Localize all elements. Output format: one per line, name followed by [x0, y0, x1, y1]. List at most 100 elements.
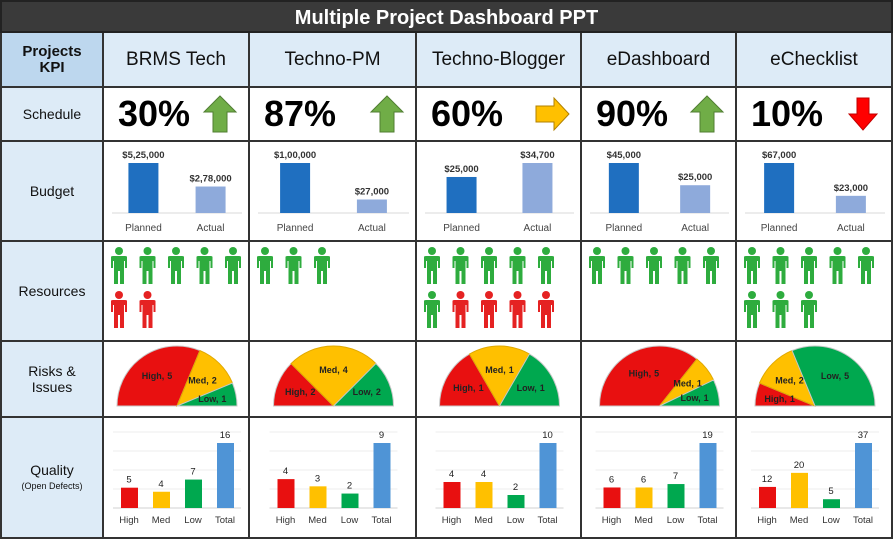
resources-cell — [582, 242, 737, 342]
arrow-shape — [689, 95, 725, 133]
arrow-shape — [202, 95, 238, 133]
risk-label-name: Med, — [485, 365, 506, 375]
person-body — [111, 300, 127, 328]
person-head — [862, 247, 870, 255]
schedule-cell: 10% — [737, 88, 893, 142]
risk-slice-low — [176, 382, 238, 407]
person-head — [707, 247, 715, 255]
risk-label-name: Med, — [319, 365, 340, 375]
project-header: eChecklist — [737, 33, 893, 88]
quality-category-label: Total — [697, 515, 717, 526]
quality-value: 4 — [449, 469, 454, 480]
risk-label-low: Low, 1 — [198, 394, 226, 404]
risk-label-high: High, 2 — [285, 387, 316, 397]
row-risks-label: Risks & — [28, 363, 76, 379]
row-risks-label: Issues — [31, 379, 73, 395]
risk-label-name: High, — [764, 394, 787, 404]
person-head — [115, 247, 123, 255]
quality-category-label: Low — [507, 515, 525, 526]
person-head — [621, 247, 630, 255]
resources-cell — [417, 242, 582, 342]
row-resources-label: Resources — [18, 283, 86, 299]
quality-value: 4 — [283, 466, 288, 477]
quality-value: 4 — [481, 469, 486, 480]
budget-chart-cell: $5,25,000 Planned $2,78,000 Actual — [104, 142, 250, 242]
resources-cell — [737, 242, 893, 342]
resources-chart — [257, 247, 330, 284]
risk-label-name: High, — [142, 371, 165, 381]
quality-chart: 4 High 3 Med 2 Low 9 Total — [269, 430, 398, 526]
risk-value-high: 1 — [790, 394, 795, 404]
person-icon-available — [168, 247, 184, 284]
risk-value-med: 1 — [697, 379, 702, 389]
resources-chart — [424, 247, 554, 328]
risk-label-name: Low, — [517, 383, 537, 393]
quality-chart: 5 High 4 Med 7 Low 16 Total — [113, 430, 241, 526]
quality-category-label: Med — [152, 515, 170, 526]
quality-chart: 6 High 6 Med 7 Low 19 Total — [595, 430, 724, 526]
person-icon-unavailable — [538, 291, 554, 328]
risk-value-low: 1 — [221, 394, 226, 404]
schedule-percent: 10% — [751, 93, 824, 134]
person-head — [678, 247, 687, 255]
person-body — [801, 300, 817, 328]
budget-value-planned: $45,000 — [607, 150, 641, 161]
quality-bar-high — [603, 487, 621, 508]
quality-bar-total — [373, 443, 391, 508]
budget-bar-actual — [522, 163, 553, 213]
person-icon-available — [285, 247, 302, 284]
quality-bar-low — [667, 484, 685, 508]
person-icon-available — [829, 247, 846, 284]
person-body — [646, 256, 662, 284]
person-head — [833, 247, 842, 255]
kpi-header: Projects KPI — [0, 33, 104, 88]
person-icon-unavailable — [139, 291, 156, 328]
quality-bar-low — [507, 495, 525, 508]
risk-label-med: Med, 2 — [188, 376, 217, 386]
person-head — [428, 291, 436, 299]
person-body — [744, 256, 760, 284]
quality-bar-med — [309, 486, 327, 508]
person-icon-available — [617, 247, 634, 284]
risks-cell: High, 1 Med, 1 Low, 1 — [417, 342, 582, 418]
person-head — [776, 291, 785, 299]
risk-value-low: 5 — [844, 371, 849, 381]
person-icon-available — [744, 291, 760, 328]
risk-slice-low — [659, 379, 721, 407]
quality-value: 16 — [220, 430, 231, 441]
up-arrow-icon — [202, 95, 238, 133]
quality-bar-med — [153, 491, 170, 508]
budget-label-planned: Planned — [605, 223, 642, 234]
person-head — [650, 247, 658, 255]
quality-category-label: Total — [215, 515, 235, 526]
person-head — [456, 247, 465, 255]
risk-label-name: Med, — [188, 376, 209, 386]
budget-label-actual: Actual — [358, 223, 386, 234]
person-body — [424, 300, 440, 328]
risk-value-high: 2 — [310, 387, 315, 397]
budget-value-planned: $25,000 — [444, 164, 478, 175]
budget-label-planned: Planned — [761, 223, 798, 234]
risk-slice-high — [598, 345, 698, 407]
risk-label-name: Med, — [775, 376, 796, 386]
quality-category-label: High — [602, 515, 622, 526]
person-head — [485, 247, 493, 255]
quality-bar-low — [823, 499, 840, 508]
risk-slice-low — [791, 345, 876, 407]
row-budget-label: Budget — [29, 183, 75, 199]
person-icon-available — [139, 247, 156, 284]
risk-label-name: High, — [285, 387, 308, 397]
quality-chart: 12 High 20 Med 5 Low 37 Total — [751, 430, 879, 526]
project-header: BRMS Tech — [104, 33, 250, 88]
project-header: Techno-Blogger — [417, 33, 582, 88]
risk-gauge: High, 1 Med, 2 Low, 5 — [754, 345, 876, 407]
person-body — [285, 256, 302, 284]
quality-value: 9 — [379, 430, 384, 441]
person-body — [617, 256, 634, 284]
kpi-header-label: Projects — [22, 42, 82, 60]
person-icon-available — [801, 291, 817, 328]
quality-category-label: Med — [634, 515, 652, 526]
budget-chart-cell: $45,000 Planned $25,000 Actual — [582, 142, 737, 242]
person-icon-unavailable — [452, 291, 469, 328]
